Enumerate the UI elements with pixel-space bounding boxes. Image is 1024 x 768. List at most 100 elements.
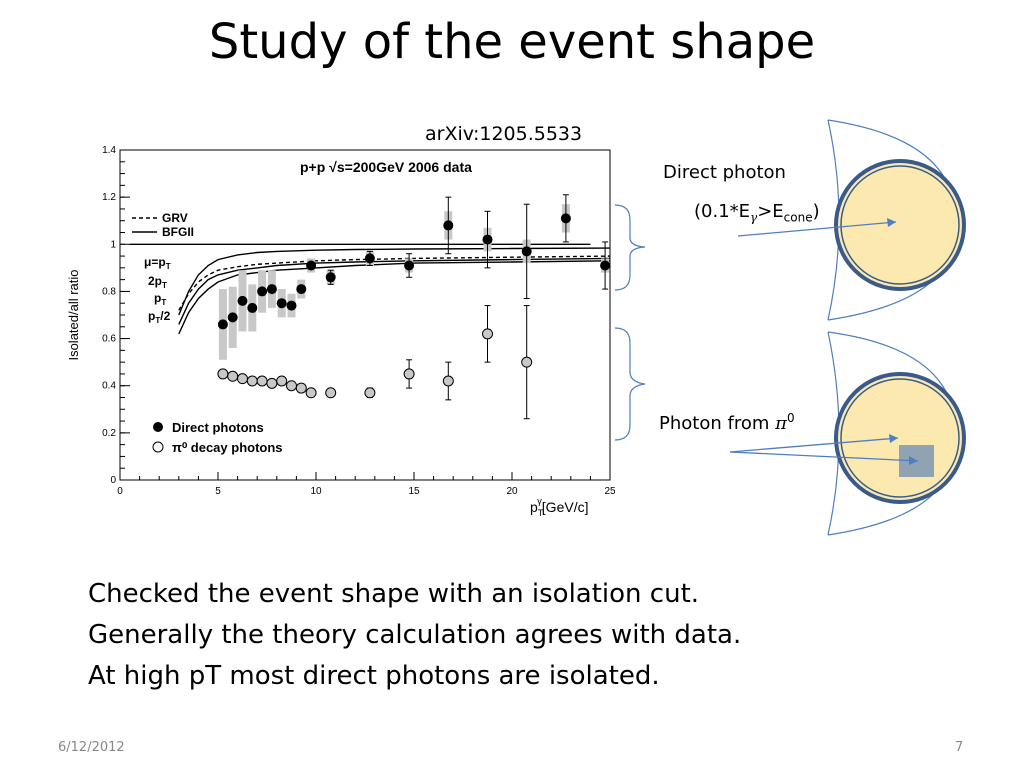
lower-brace — [614, 327, 646, 441]
direct-photon-condition: (0.1*Eγ>Econe) — [694, 201, 820, 225]
upper-brace — [614, 204, 646, 291]
direct-photon-arrow — [737, 221, 897, 237]
direct-photon-point — [306, 260, 317, 271]
pi0-photon-point — [403, 368, 415, 380]
y-tick-label: 1 — [110, 239, 116, 250]
pi0-label-text: Photon from — [659, 413, 776, 434]
y-tick-label: 0.6 — [102, 334, 116, 345]
lower-cone-diagram — [614, 327, 966, 536]
x-tick-label: 15 — [408, 486, 420, 497]
pi0-photon-point — [227, 370, 239, 382]
cond-gamma: γ — [750, 210, 758, 225]
scale-label: pT — [154, 291, 166, 307]
direct-photon-point — [237, 295, 248, 306]
pi0-photon-point — [364, 387, 376, 399]
direct-photon-arrowhead — [887, 218, 896, 227]
y-tick-label: 0.2 — [102, 428, 116, 439]
x-axis-label: pTγ[GeV/c] — [530, 496, 588, 518]
direct-photon-point — [443, 220, 454, 231]
x-tick-label: 20 — [506, 486, 518, 497]
pi0-photon-arrowhead-2 — [909, 456, 918, 465]
x-tick-label: 10 — [310, 486, 322, 497]
y-tick-label: 0.4 — [102, 381, 116, 392]
isolation-ratio-chart: 0 5 10 15 20 25 0 0.2 0.4 0.6 0.8 1 1.2 1.4 Isolated/a… — [60, 140, 615, 520]
pi0-photon-arrow-2 — [729, 451, 919, 462]
cond-gt: >E — [757, 201, 784, 222]
pi0-photon-point — [237, 373, 248, 385]
pi0-symbol: π — [775, 413, 787, 434]
theory-curve — [178, 247, 611, 316]
lower-isolation-cone-inner-ring — [840, 378, 960, 498]
x-tick-label: 25 — [604, 486, 615, 497]
direct-photon-point — [276, 298, 287, 309]
isolation-cone-diagram — [614, 119, 966, 536]
direct-photon-point — [257, 286, 268, 297]
cond-cone: cone — [783, 210, 813, 225]
pi0-photon-point — [442, 375, 454, 387]
x-tick-label: 5 — [215, 486, 221, 497]
direct-photon-point — [482, 234, 493, 245]
pi0-photon-point — [217, 368, 229, 380]
direct-photon-point — [286, 300, 297, 311]
scale-label: pT/2 — [148, 309, 171, 325]
y-tick-label: 1.2 — [102, 192, 116, 203]
upper-isolation-cone-inner-ring — [840, 165, 960, 285]
direct-photon-point — [521, 246, 532, 257]
pi0-photon-point — [325, 387, 337, 399]
direct-photon-point — [217, 319, 228, 330]
scale-label: μ=pT — [144, 255, 171, 271]
upper-isolation-cone — [834, 159, 966, 291]
direct-photon-point — [325, 272, 336, 283]
chart-svg: 0 5 10 15 20 25 0 0.2 0.4 0.6 0.8 1 1.2 1.4 Isolated/a… — [66, 145, 615, 518]
pi0-photon-arrow-1 — [729, 437, 899, 453]
legend-marker-direct — [153, 422, 163, 432]
y-axis-label: Isolated/all ratio — [66, 269, 81, 360]
y-tick-label: 0 — [110, 475, 116, 486]
pi0-photon-point — [305, 387, 317, 399]
x-tick-label: 0 — [117, 486, 123, 497]
scale-label: 2pT — [148, 274, 167, 290]
y-tick-label: 1.4 — [102, 145, 116, 156]
direct-photon-point — [404, 260, 415, 271]
chart-header: p+p √s=200GeV 2006 data — [300, 159, 472, 175]
bullet-3: At high pT most direct photons are isola… — [88, 661, 660, 691]
page-number: 7 — [955, 740, 964, 755]
bullet-list: Checked the event shape with an isolatio… — [88, 574, 741, 697]
direct-photon-point — [364, 253, 375, 264]
theory-curve — [178, 260, 611, 335]
arxiv-reference: arXiv:1205.5533 — [425, 123, 583, 145]
y-tick-label: 0.8 — [102, 286, 116, 297]
pi0-photon-point — [521, 356, 533, 368]
lower-isolation-cone — [834, 372, 966, 504]
direct-photon-label: Direct photon — [663, 162, 786, 183]
pi0-photon-label: Photon from π0 — [659, 411, 795, 434]
direct-photon-point — [296, 284, 307, 295]
direct-photon-point — [247, 302, 258, 313]
footer-date: 6/12/2012 — [58, 740, 125, 755]
legend-label: π⁰ decay photons — [172, 440, 283, 455]
theory-curve — [178, 257, 611, 325]
theory-curve — [178, 255, 611, 311]
legend-label: GRV — [162, 211, 188, 225]
pi0-sup: 0 — [786, 411, 795, 425]
legend-label: BFGII — [162, 225, 194, 239]
pi0-photon-point — [482, 328, 493, 340]
bullet-2: Generally the theory calculation agrees … — [88, 620, 742, 650]
legend-label: Direct photons — [172, 420, 264, 435]
legend-marker-pi0 — [152, 441, 164, 453]
pi0-photon-point — [246, 375, 258, 387]
pi0-photon-point — [295, 382, 307, 394]
direct-photon-point — [560, 213, 571, 224]
direct-photon-point — [266, 284, 277, 295]
direct-photon-point — [227, 312, 238, 323]
direct-photon-point — [600, 260, 611, 271]
cond-close: ) — [812, 201, 820, 222]
pi0-photon-point — [256, 375, 268, 387]
pi0-photon-point — [286, 380, 297, 392]
pi0-photon-point — [266, 377, 278, 389]
slide-title: Study of the event shape — [208, 14, 816, 70]
upper-cone-diagram — [614, 119, 966, 321]
cond-open: (0.1*E — [694, 201, 751, 222]
pi0-photon-point — [276, 375, 288, 387]
pi0-photon-arrowhead-1 — [889, 434, 898, 443]
